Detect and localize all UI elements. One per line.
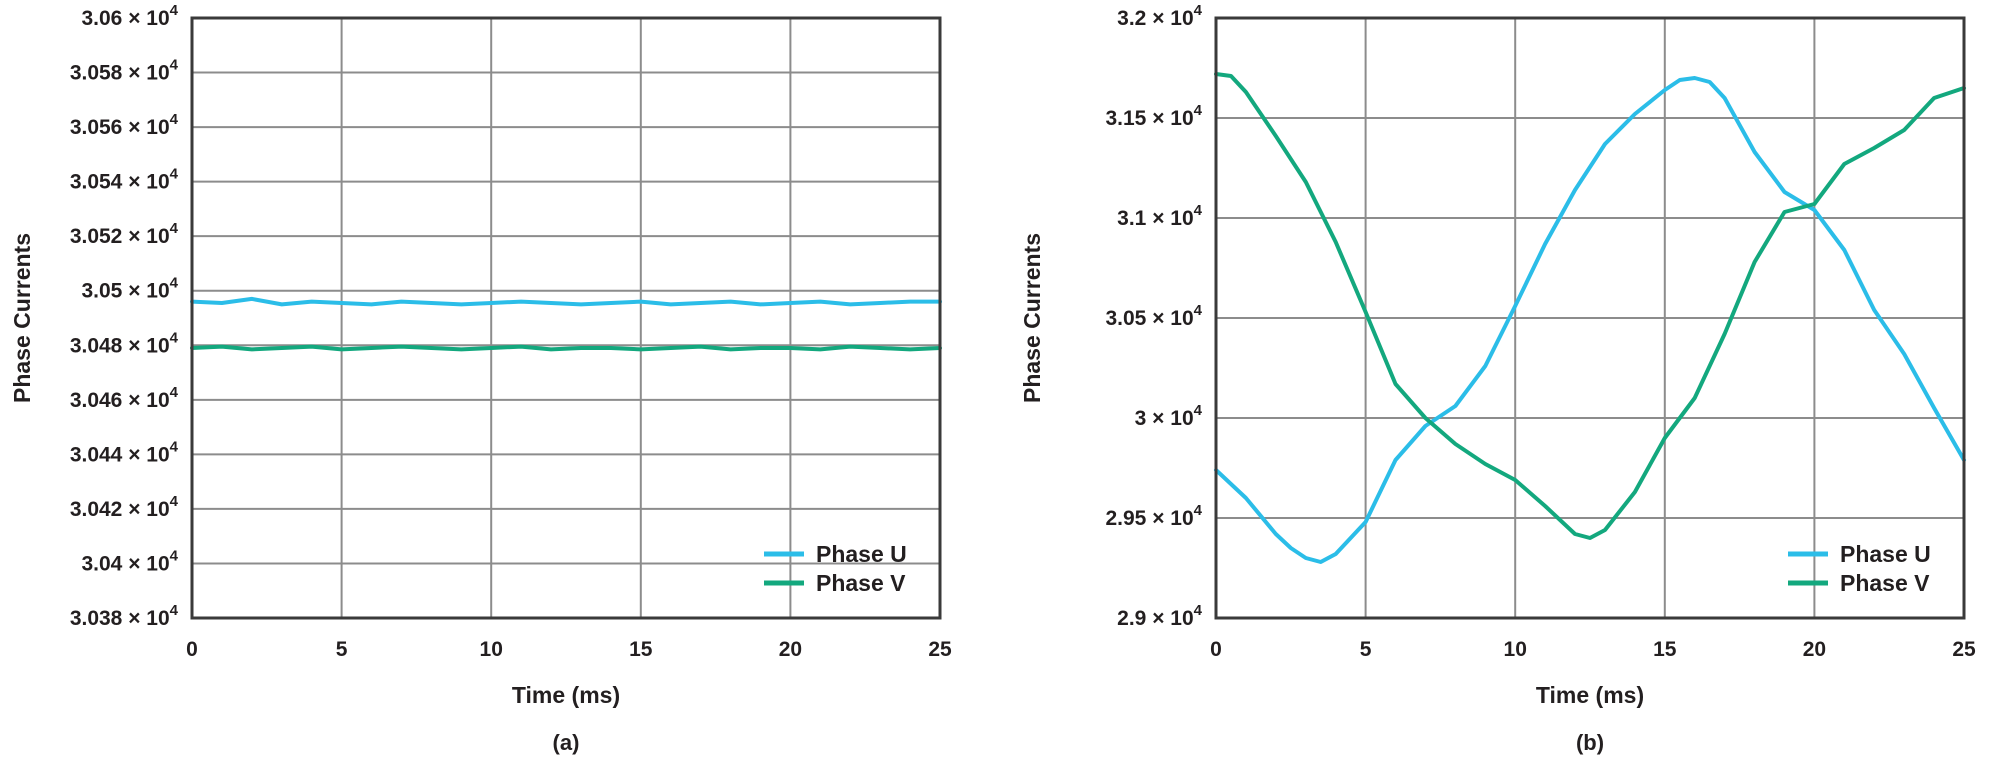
chart-b: 0 5 10 15 20 25 2.9 × 104 2.95 × 104 3 × 104 3.05… [1019,2,1976,755]
chart-a: 0 5 10 15 20 25 3.038 × 104 3.04 × 104 3.042 × 1… [9,2,952,755]
legend: Phase U Phase V [1788,541,1931,596]
x-tick-label: 15 [629,638,653,661]
y-tick-label: 3.15 × 104 [1105,102,1202,130]
chart-caption: (b) [1576,730,1604,755]
plot-frame [190,16,942,620]
plot-frame [1214,16,1966,620]
x-tick-label: 20 [1803,638,1826,661]
y-tick-label: 3.2 × 104 [1117,2,1202,30]
series-line-phase-u [190,296,942,307]
legend-label: Phase U [816,541,907,567]
x-tick-label: 10 [480,638,503,661]
y-tick-label: 3.056 × 104 [70,111,179,139]
x-tick-label: 15 [1653,638,1677,661]
y-tick-label: 3.054 × 104 [70,166,179,194]
x-tick-label: 5 [336,638,348,661]
y-tick-label: 2.95 × 104 [1105,502,1202,530]
y-tick-label: 3.05 × 104 [1105,302,1202,330]
y-tick-label: 3.06 × 104 [81,2,178,30]
y-tick-label: 2.9 × 104 [1117,602,1202,630]
x-tick-label: 5 [1360,638,1372,661]
y-tick-label: 3 × 104 [1135,402,1203,430]
legend: Phase U Phase V [764,541,907,596]
legend-label: Phase U [1840,541,1931,567]
y-tick-label: 3.1 × 104 [1117,202,1202,230]
y-tick-label: 3.058 × 104 [70,57,179,85]
x-axis-title: Time (ms) [512,682,620,708]
series-line-phase-u [1214,76,1966,564]
y-tick-label: 3.038 × 104 [70,602,179,630]
x-tick-label: 25 [928,638,952,661]
y-axis-title: Phase Currents [9,233,35,403]
y-axis-title: Phase Currents [1019,233,1045,403]
y-tick-label: 3.05 × 104 [81,275,178,303]
x-tick-label: 20 [779,638,802,661]
legend-label: Phase V [1840,570,1930,596]
y-tick-label: 3.042 × 104 [70,493,179,521]
y-tick-label: 3.052 × 104 [70,220,179,248]
x-tick-label: 25 [1952,638,1976,661]
x-axis-title: Time (ms) [1536,682,1644,708]
legend-label: Phase V [816,570,906,596]
x-tick-label: 0 [186,638,198,661]
x-tick-label: 0 [1210,638,1222,661]
y-tick-label: 3.048 × 104 [70,329,179,357]
x-tick-label: 10 [1504,638,1527,661]
y-tick-label: 3.044 × 104 [70,438,179,466]
y-tick-label: 3.04 × 104 [81,547,178,575]
series-line-phase-v [1214,72,1966,540]
series-line-phase-v [190,344,942,352]
chart-caption: (a) [553,730,580,755]
y-tick-label: 3.046 × 104 [70,384,179,412]
